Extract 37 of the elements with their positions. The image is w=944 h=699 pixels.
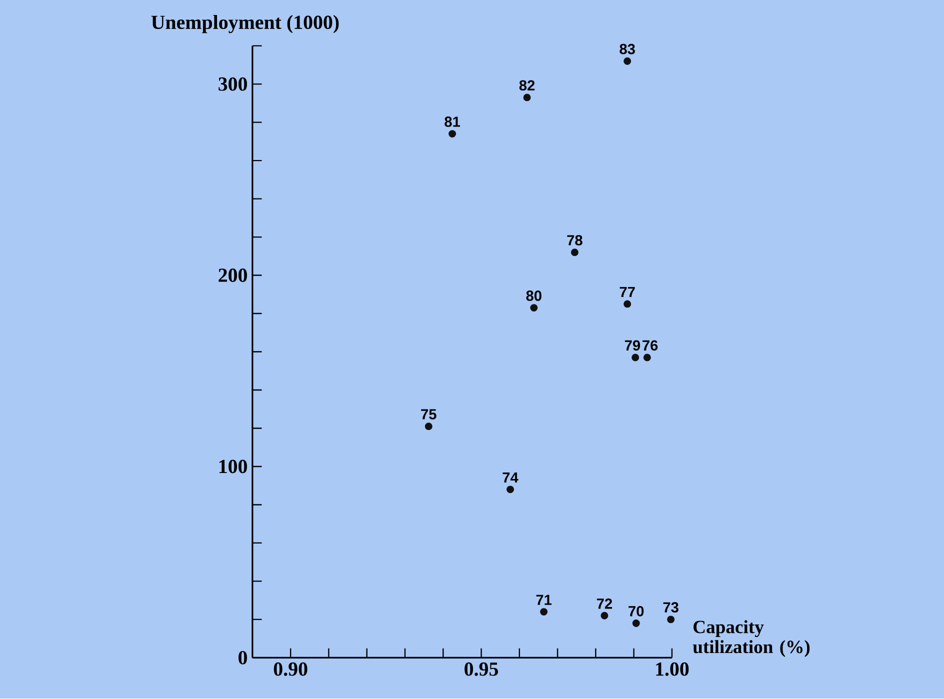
point <box>624 58 632 66</box>
y-tick-label: 200 <box>218 268 247 282</box>
point <box>667 616 675 624</box>
point <box>540 608 548 616</box>
point <box>643 354 651 362</box>
annotation: 76 <box>642 340 658 351</box>
point <box>424 422 432 430</box>
y-axis-title: Unemployment (1000) <box>151 15 339 34</box>
annotation: 74 <box>502 472 518 483</box>
point <box>600 612 608 620</box>
x-tick-label: 0.95 <box>464 662 498 676</box>
annotation: 75 <box>421 409 436 420</box>
annotation: 70 <box>628 606 644 617</box>
y-tick-label: 300 <box>218 78 247 92</box>
x-tick-label: 1.00 <box>656 662 689 676</box>
annotation: 78 <box>567 235 582 246</box>
annotation: 81 <box>444 116 460 128</box>
point <box>530 304 538 312</box>
annotation: 73 <box>663 602 678 613</box>
annotation: 72 <box>596 598 612 609</box>
annotation: 82 <box>519 80 535 91</box>
annotation: 80 <box>526 290 542 302</box>
point <box>523 94 531 102</box>
x-axis-title: Capacity utilization (%) <box>692 620 810 658</box>
point <box>448 130 456 138</box>
annotation: 77 <box>620 287 635 298</box>
point <box>624 300 632 308</box>
point <box>506 486 514 494</box>
point <box>632 354 640 362</box>
annotation: 79 <box>624 340 640 351</box>
point <box>570 248 578 256</box>
annotation: 71 <box>536 595 552 606</box>
annotation: 83 <box>620 44 635 54</box>
point <box>632 620 640 628</box>
y-tick-label: 100 <box>219 460 247 474</box>
y-tick-label: 0 <box>238 651 247 665</box>
x-tick-label: 0.90 <box>274 662 308 676</box>
